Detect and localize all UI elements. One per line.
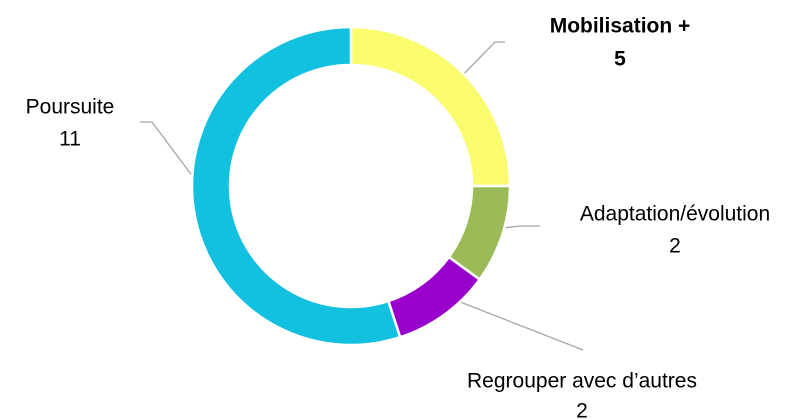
- value-label: 11: [59, 128, 81, 151]
- slice-label: Mobilisation +: [550, 15, 691, 38]
- value-label: 2: [576, 400, 588, 419]
- slice-label: Poursuite: [26, 96, 115, 119]
- slice-label: Regrouper avec d’autres: [467, 370, 697, 393]
- donut-slice: [386, 255, 482, 339]
- leader-line: [449, 297, 584, 351]
- donut-slice: [190, 25, 402, 347]
- slice-label: Adaptation/évolution: [580, 203, 770, 226]
- value-label: 5: [614, 48, 626, 71]
- leader-line: [449, 41, 505, 89]
- value-label: 2: [669, 235, 681, 258]
